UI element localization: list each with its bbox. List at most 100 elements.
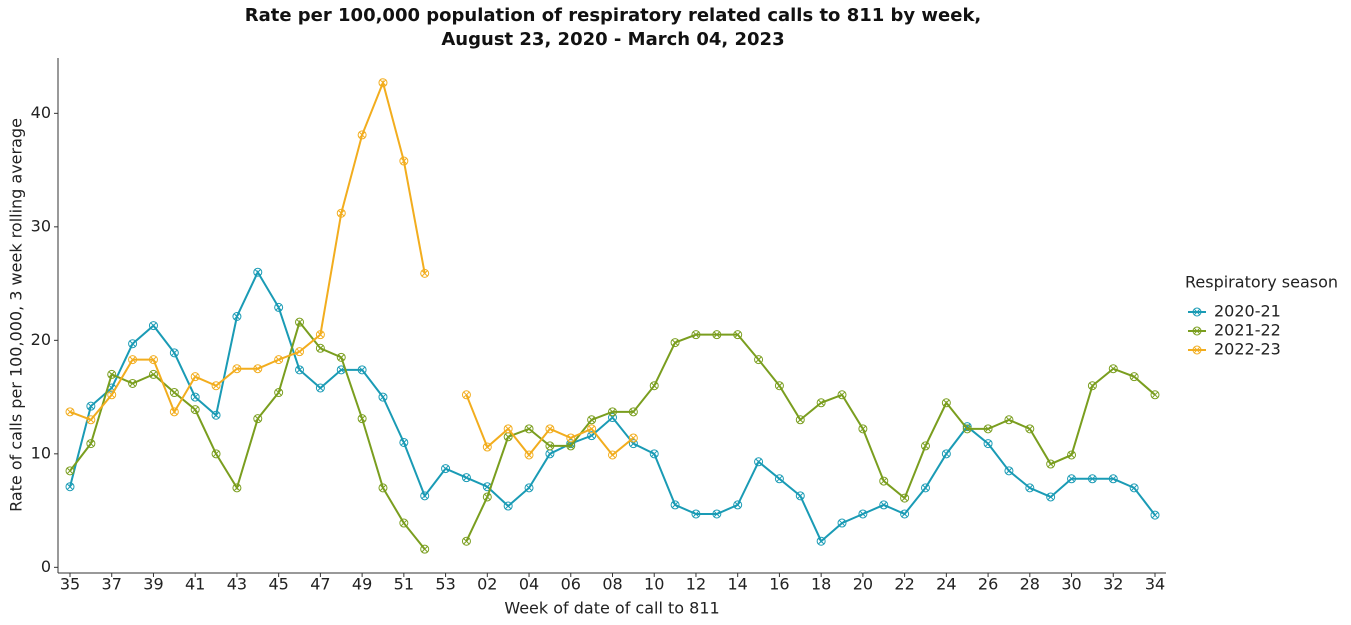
data-point [420, 544, 430, 554]
data-point [649, 381, 659, 391]
marker-cross [170, 408, 178, 416]
marker-cross [567, 442, 575, 450]
marker-cross [776, 475, 783, 483]
legend-label: 2022-23 [1214, 340, 1281, 359]
data-point [399, 437, 409, 447]
x-tick-label: 02 [477, 575, 497, 594]
marker-cross [233, 365, 241, 373]
marker-ring [86, 439, 96, 449]
marker-ring [190, 392, 200, 402]
data-point [900, 493, 910, 503]
data-point [253, 414, 263, 424]
x-tick-label: 49 [352, 575, 372, 594]
marker-cross [901, 494, 908, 502]
marker-cross [942, 450, 950, 458]
marker-ring [148, 321, 158, 331]
data-point [733, 500, 743, 510]
series-line [69, 79, 634, 457]
data-point [858, 424, 868, 434]
marker-cross [66, 408, 74, 416]
marker-ring [670, 338, 680, 348]
marker-cross [337, 366, 345, 374]
data-point [774, 474, 784, 484]
marker-ring [315, 330, 325, 340]
data-point [795, 491, 805, 501]
marker-ring [712, 509, 722, 519]
marker-ring [545, 441, 555, 451]
marker-ring [190, 372, 200, 382]
marker-ring [482, 492, 492, 502]
data-point [879, 500, 889, 510]
data-point [378, 483, 388, 493]
data-point [1108, 364, 1118, 374]
data-point [295, 365, 305, 375]
marker-ring [420, 491, 430, 501]
data-point [190, 405, 200, 415]
marker-ring [169, 388, 179, 398]
marker-ring [441, 464, 451, 474]
marker-ring [587, 415, 597, 425]
marker-cross [421, 545, 429, 553]
marker-cross [984, 425, 992, 433]
marker-cross [212, 411, 220, 419]
marker-ring [1192, 345, 1202, 355]
marker-cross [1151, 511, 1159, 519]
marker-ring [128, 339, 138, 349]
data-point [503, 424, 513, 434]
marker-cross [108, 391, 116, 399]
marker-ring [733, 500, 743, 510]
marker-cross [838, 519, 846, 527]
marker-cross [1005, 467, 1013, 475]
marker-cross [588, 425, 595, 433]
marker-cross [609, 408, 616, 416]
marker-cross [630, 434, 637, 442]
marker-ring [232, 483, 242, 493]
marker-ring [774, 381, 784, 391]
marker-ring [190, 405, 200, 415]
data-point [169, 407, 179, 417]
marker-ring [253, 414, 263, 424]
data-point [733, 330, 743, 340]
data-point [670, 500, 680, 510]
data-point [253, 364, 263, 374]
marker-cross [212, 450, 220, 458]
data-point [524, 424, 534, 434]
marker-ring [1046, 492, 1056, 502]
data-point [774, 381, 784, 391]
marker-ring [1067, 450, 1077, 460]
legend-key [1188, 307, 1206, 317]
marker-ring [941, 449, 951, 459]
marker-cross [838, 391, 846, 399]
marker-cross [713, 510, 721, 518]
marker-ring [628, 439, 638, 449]
marker-cross [588, 432, 595, 440]
data-point [962, 424, 972, 434]
data-point [837, 390, 847, 400]
marker-ring [608, 413, 617, 423]
x-tick-label: 16 [769, 575, 789, 594]
legend-key [1188, 326, 1206, 336]
marker-ring [65, 482, 75, 492]
marker-cross [650, 450, 658, 458]
data-point [190, 392, 200, 402]
marker-cross [504, 433, 512, 441]
data-point [983, 439, 993, 449]
marker-cross [1109, 475, 1117, 483]
marker-cross [463, 474, 470, 482]
marker-ring [649, 381, 659, 391]
marker-ring [107, 390, 117, 400]
data-point [399, 156, 409, 166]
data-point [65, 482, 75, 492]
marker-ring [691, 509, 701, 519]
marker-cross [400, 157, 408, 165]
marker-cross [1193, 346, 1201, 354]
marker-cross [1109, 365, 1117, 373]
marker-cross [525, 484, 533, 492]
marker-ring [503, 424, 513, 434]
marker-cross [1047, 460, 1055, 468]
marker-ring [837, 390, 847, 400]
marker-ring [1046, 459, 1056, 469]
marker-ring [211, 449, 221, 459]
marker-cross [1130, 373, 1138, 381]
marker-ring [1087, 474, 1097, 484]
